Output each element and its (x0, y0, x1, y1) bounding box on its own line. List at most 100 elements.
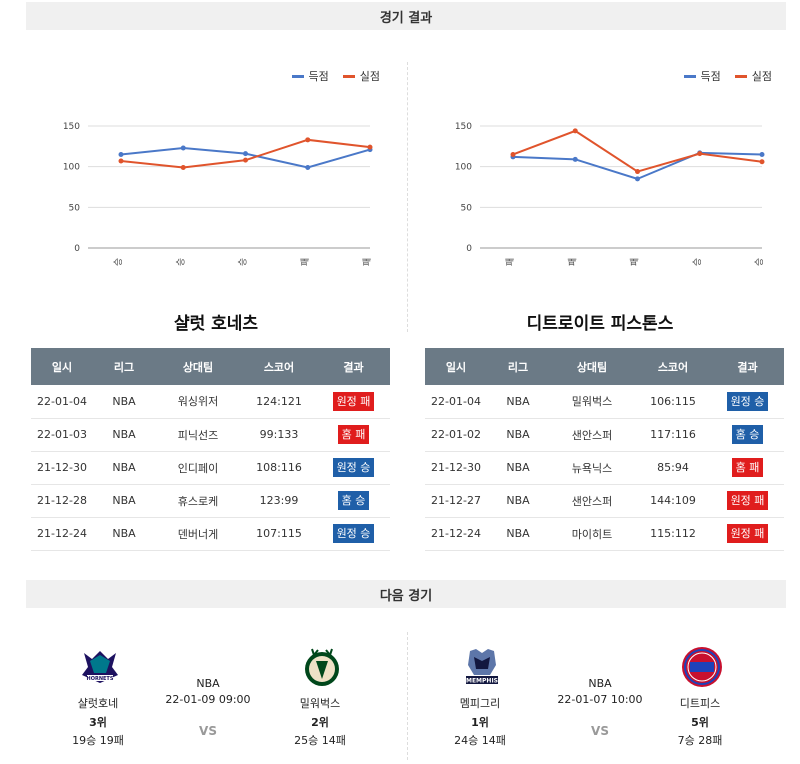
x-tick-label: 승 (692, 258, 703, 266)
cell-result: 원정 승 (317, 517, 390, 551)
next-game-away-team[interactable]: 디트피스 5위 7승 28패 (660, 645, 740, 748)
header-league: 리그 (93, 348, 155, 385)
y-tick-label: 0 (466, 244, 472, 254)
cell-result: 원정 승 (711, 385, 784, 419)
table-row: 21-12-30 NBA 인디페이 108:116 원정 승 (31, 451, 390, 485)
next-game-2: MEMPHIS 멤피그리 1위 24승 14패 NBA 22-01-07 10:… (410, 645, 790, 755)
section-header-next: 다음 경기 (26, 580, 786, 608)
cell-league: NBA (487, 484, 549, 518)
cell-opponent: 휴스로케 (155, 484, 241, 518)
next-game-home-team[interactable]: MEMPHIS 멤피그리 1위 24승 14패 (440, 645, 520, 748)
header-score: 스코어 (241, 348, 317, 385)
result-badge: 홈 패 (337, 425, 370, 444)
cell-opponent: 샌안스퍼 (549, 484, 635, 518)
data-point (635, 176, 640, 182)
data-point (118, 158, 124, 164)
next-game-league: NBA (588, 677, 612, 690)
cell-opponent: 워싱위저 (155, 385, 241, 419)
cell-score: 99:133 (241, 418, 317, 452)
header-date: 일시 (425, 348, 487, 385)
cell-league: NBA (487, 418, 549, 452)
team-name: 샬럿호네 (77, 697, 119, 710)
cell-date: 22-01-04 (31, 385, 93, 419)
vs-label: VS (591, 724, 609, 738)
legend-label-conceded: 실점 (359, 70, 380, 83)
cell-result: 원정 패 (317, 385, 390, 419)
y-tick-label: 0 (74, 244, 80, 254)
header-opponent: 상대팀 (549, 348, 635, 385)
svg-text:MEMPHIS: MEMPHIS (466, 678, 498, 685)
data-point (305, 137, 311, 143)
cell-score: 108:116 (241, 451, 317, 485)
team-name: 디트피스 (679, 697, 721, 710)
cell-score: 124:121 (241, 385, 317, 419)
column-divider (407, 62, 408, 332)
team-name: 밀워벅스 (299, 697, 341, 710)
table-header-row: 일시 리그 상대팀 스코어 결과 (31, 348, 390, 385)
next-game-league: NBA (196, 677, 220, 690)
result-badge: 원정 패 (332, 391, 375, 411)
cell-date: 22-01-02 (425, 418, 487, 452)
x-tick-label: 승 (113, 258, 124, 266)
results-table-body: 22-01-04 NBA 워싱위저 124:121 원정 패 22-01-03 NBA 피닉선… (31, 385, 390, 551)
x-tick-label: 승 (175, 258, 186, 266)
team-rank: 3위 (89, 716, 107, 729)
cell-score: 85:94 (635, 451, 711, 485)
next-game-info: NBA 22-01-07 10:00 VS (540, 677, 660, 738)
result-badge: 홈 승 (731, 425, 764, 444)
results-table-pistons: 일시 리그 상대팀 스코어 결과 22-01-04 NBA 밀워벅스 106:115 원… (425, 348, 784, 551)
cell-league: NBA (93, 418, 155, 452)
results-table-hornets: 일시 리그 상대팀 스코어 결과 22-01-04 NBA 워싱위저 124:121 원… (31, 348, 390, 551)
result-badge: 홈 패 (731, 458, 764, 477)
cell-league: NBA (93, 451, 155, 485)
x-tick-label: 패 (300, 258, 311, 266)
next-game-datetime: 22-01-07 10:00 (557, 693, 643, 706)
team-record: 25승 14패 (294, 734, 346, 747)
chart-team-1: 0 50 100 150 승 승 승 패 패 득점 실점 (18, 60, 398, 290)
data-point (759, 159, 765, 165)
table-row: 22-01-04 NBA 밀워벅스 106:115 원정 승 (425, 385, 784, 419)
cell-score: 123:99 (241, 484, 317, 518)
data-point (180, 164, 186, 170)
legend-swatch-scored (683, 74, 696, 78)
result-badge: 홈 승 (337, 491, 370, 510)
legend-label-conceded: 실점 (751, 70, 772, 83)
chart-team-1-svg: 0 50 100 150 승 승 승 패 패 (63, 122, 373, 266)
cell-score: 115:112 (635, 517, 711, 551)
data-point (572, 128, 578, 134)
legend-item-scored: 득점 (291, 68, 329, 84)
legend-label-scored: 득점 (700, 70, 721, 83)
cell-result: 홈 승 (317, 484, 390, 518)
next-game-away-team[interactable]: 밀워벅스 2위 25승 14패 (280, 645, 360, 748)
cell-opponent: 마이히트 (549, 517, 635, 551)
data-point (510, 151, 516, 157)
legend-item-conceded: 실점 (342, 68, 380, 84)
x-tick-label: 패 (567, 258, 578, 266)
legend-item-scored: 득점 (683, 68, 721, 84)
column-divider (407, 632, 408, 760)
chart-team-2: 0 50 100 150 패 패 패 승 승 득점 실점 (410, 60, 790, 290)
team-title-hornets: 샬럿 호네츠 (173, 314, 259, 334)
result-badge: 원정 승 (332, 524, 375, 543)
cell-result: 원정 승 (317, 451, 390, 485)
cell-result: 홈 패 (317, 418, 390, 452)
team-rank: 5위 (691, 716, 709, 729)
table-row: 22-01-02 NBA 샌안스퍼 117:116 홈 승 (425, 418, 784, 452)
x-tick-label: 패 (362, 258, 373, 266)
cell-date: 22-01-03 (31, 418, 93, 452)
data-point (243, 157, 248, 163)
x-tick-label: 승 (238, 258, 249, 266)
results-table-body: 22-01-04 NBA 밀워벅스 106:115 원정 승 22-01-02 NBA 샌안스… (425, 385, 784, 551)
x-tick-label: 승 (754, 258, 765, 266)
table-row: 21-12-28 NBA 휴스로케 123:99 홈 승 (31, 484, 390, 518)
cell-opponent: 인디페이 (155, 451, 241, 485)
next-game-home-team[interactable]: HORNETS 샬럿호네 3위 19승 19패 (58, 645, 138, 748)
team-rank: 2위 (311, 716, 329, 729)
y-tick-label: 100 (455, 163, 472, 173)
legend-swatch-conceded (734, 74, 747, 78)
legend-swatch-conceded (342, 74, 355, 78)
table-row: 21-12-30 NBA 뉴욕닉스 85:94 홈 패 (425, 451, 784, 485)
table-row: 21-12-27 NBA 샌안스퍼 144:109 원정 패 (425, 484, 784, 518)
team-rank: 1위 (471, 716, 489, 729)
cell-score: 117:116 (635, 418, 711, 452)
